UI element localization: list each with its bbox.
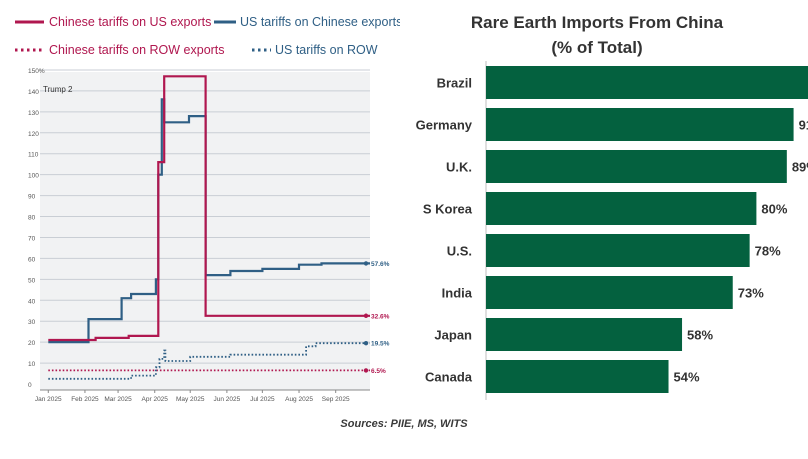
legend-label-cn-row: Chinese tariffs on ROW exports: [49, 43, 225, 57]
series-end-marker: [363, 261, 369, 266]
bar-category-label: India: [442, 286, 473, 301]
y-tick-label: 90: [28, 194, 36, 201]
legend-label-us-cn: US tariffs on Chinese exports: [240, 15, 400, 29]
y-tick-label: 150%: [28, 68, 45, 75]
x-tick-label: Jul 2025: [250, 396, 275, 403]
bar: [486, 192, 757, 225]
bar: [486, 276, 733, 309]
y-tick-label: 110: [28, 152, 39, 159]
x-tick-label: Aug 2025: [285, 396, 313, 403]
chart-legend: Chinese tariffs on US exports US tariffs…: [15, 15, 400, 57]
y-tick-label: 100: [28, 173, 39, 180]
series-end-label: 32.6%: [371, 313, 390, 320]
bar-category-label: Brazil: [437, 76, 472, 91]
y-tick-label: 30: [28, 319, 36, 326]
trump-2-annotation: Trump 2: [43, 85, 73, 94]
y-tick-label: 0: [28, 382, 32, 389]
series-end-label: 19.5%: [371, 341, 390, 348]
y-tick-label: 130: [28, 110, 39, 117]
bars: Brazil97%Germany91%U.K.89%S Korea80%U.S.…: [416, 66, 808, 393]
x-tick-label: Feb 2025: [71, 396, 99, 403]
y-tick-label: 60: [28, 256, 36, 263]
bar: [486, 360, 669, 393]
series-end-marker: [363, 313, 369, 318]
rare-earth-bar-chart: Rare Earth Imports From China (% of Tota…: [416, 13, 808, 400]
bar-value-label: 73%: [738, 286, 764, 301]
source-note: Sources: PIIE, MS, WITS: [340, 418, 468, 430]
bar-category-label: S Korea: [423, 202, 473, 217]
bar: [486, 108, 794, 141]
y-tick-label: 120: [28, 131, 39, 138]
x-tick-label: Mar 2025: [104, 396, 132, 403]
bar: [486, 318, 683, 351]
x-tick-label: May 2025: [176, 396, 205, 403]
x-tick-label: Apr 2025: [142, 396, 169, 403]
y-axis: 0 10 20 30 40 50 60 70 80 90 100 110 120 130 140 150%: [28, 68, 370, 391]
x-tick-label: Jun 2025: [214, 396, 241, 403]
bar-value-label: 91%: [799, 118, 808, 133]
bar-value-label: 58%: [687, 328, 713, 343]
bar: [486, 66, 808, 99]
y-tick-label: 50: [28, 277, 36, 284]
x-tick-label: Jan 2025: [35, 396, 62, 403]
series-layer: [48, 75, 370, 380]
x-tick-label: Sep 2025: [322, 396, 350, 403]
bar: [486, 234, 750, 267]
y-tick-label: 40: [28, 298, 36, 305]
y-tick-label: 70: [28, 235, 36, 242]
series-end-label: 6.5%: [371, 368, 386, 375]
bar-category-label: U.S.: [447, 244, 472, 259]
y-tick-label: 10: [28, 361, 36, 368]
legend-label-cn-us: Chinese tariffs on US exports: [49, 15, 211, 29]
y-tick-label: 140: [28, 89, 39, 96]
series-line-0: [48, 75, 370, 342]
legend-label-us-row: US tariffs on ROW: [275, 43, 378, 57]
tariff-line-chart: Chinese tariffs on US exports US tariffs…: [15, 15, 400, 403]
y-tick-label: 20: [28, 340, 36, 347]
bar-category-label: U.K.: [446, 160, 472, 175]
bar-category-label: Canada: [425, 370, 473, 385]
bar: [486, 150, 787, 183]
bar-chart-title: Rare Earth Imports From China: [471, 13, 724, 32]
bar-value-label: 54%: [674, 370, 700, 385]
bar-category-label: Germany: [416, 118, 473, 133]
bar-chart-subtitle: (% of Total): [551, 38, 642, 57]
x-axis: Jan 2025 Feb 2025 Mar 2025 Apr 2025 May 2025…: [35, 390, 350, 403]
bar-value-label: 78%: [755, 244, 781, 259]
end-labels: 6.5% 19.5% 57.6% 32.6%: [363, 261, 390, 375]
series-end-marker: [363, 368, 369, 373]
series-end-label: 57.6%: [371, 261, 390, 268]
bar-value-label: 89%: [792, 160, 808, 175]
bar-category-label: Japan: [434, 328, 472, 343]
series-end-marker: [363, 340, 369, 346]
series-line-3: [48, 342, 370, 380]
bar-value-label: 80%: [761, 202, 787, 217]
y-tick-label: 80: [28, 215, 36, 222]
